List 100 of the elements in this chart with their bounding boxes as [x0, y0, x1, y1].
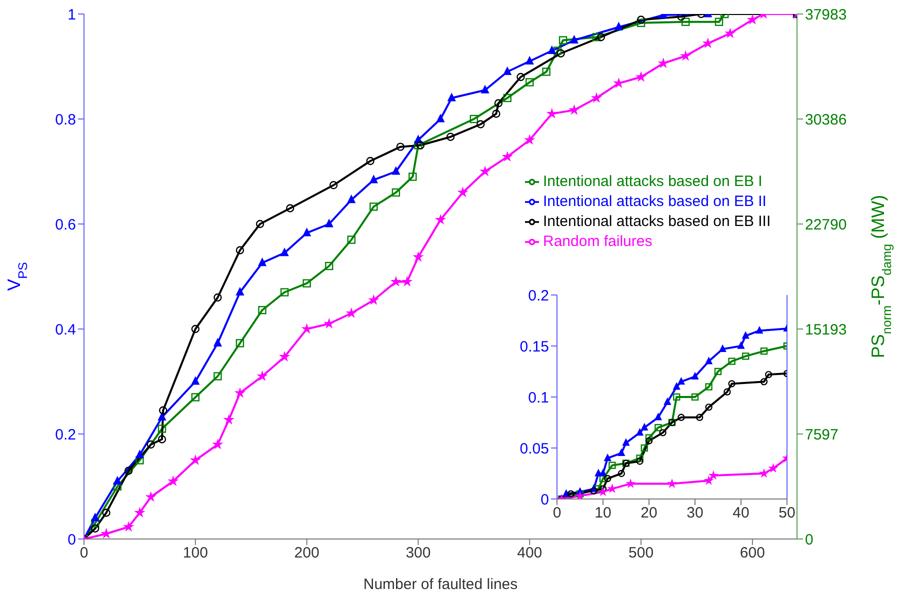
point [158, 424, 166, 433]
point [696, 414, 704, 421]
point [102, 508, 110, 517]
point [692, 372, 698, 380]
point [286, 204, 294, 212]
point [476, 120, 485, 128]
point [414, 252, 423, 261]
point [553, 46, 562, 55]
point [567, 490, 574, 498]
point [664, 398, 671, 405]
point [592, 33, 601, 42]
point [636, 454, 644, 462]
x-tick-label: 0 [552, 504, 562, 522]
point [742, 332, 750, 339]
point [659, 429, 666, 436]
point [636, 428, 644, 436]
point [709, 471, 718, 479]
point [614, 22, 623, 30]
point [436, 215, 445, 224]
y2-tick-label: 30386 [805, 111, 847, 128]
point [191, 324, 200, 334]
legend-label: Intentional attacks based on EB I [543, 173, 762, 190]
point [547, 109, 556, 118]
point [525, 135, 534, 144]
point [408, 172, 417, 181]
x-axis-title: Number of faulted lines [363, 576, 518, 593]
x-tick-label: 10 [594, 504, 612, 522]
point [654, 413, 662, 420]
point [392, 188, 400, 197]
point [302, 228, 311, 236]
point [325, 219, 334, 228]
point [136, 450, 144, 458]
point [302, 324, 312, 333]
point [596, 33, 606, 42]
point [748, 15, 757, 24]
point [458, 188, 468, 196]
y-tick-label: 0.1 [528, 389, 549, 406]
point [324, 319, 334, 328]
point [738, 342, 744, 349]
point [470, 114, 478, 124]
point [258, 306, 266, 314]
point [636, 72, 646, 81]
point [91, 524, 100, 533]
point [346, 308, 356, 318]
y-tick-label: 0 [68, 531, 76, 548]
point [136, 456, 144, 464]
point [146, 492, 156, 501]
x-tick-label: 400 [517, 544, 542, 562]
point [599, 475, 607, 482]
point [366, 156, 374, 166]
point [668, 480, 676, 488]
x-tick-label: 300 [406, 544, 431, 562]
point [705, 404, 712, 411]
x-tick-label: 30 [686, 504, 704, 522]
point [280, 248, 289, 256]
point [599, 488, 607, 496]
point [396, 142, 404, 151]
point [681, 18, 690, 26]
point [369, 295, 378, 304]
point [636, 458, 644, 465]
point [224, 415, 234, 424]
point [626, 480, 635, 488]
point [526, 78, 534, 86]
y2-tick-label: 22790 [805, 216, 847, 234]
point [91, 519, 100, 528]
point [494, 99, 503, 108]
point [600, 469, 606, 476]
point [256, 220, 264, 228]
point [760, 469, 768, 477]
point [526, 56, 534, 65]
point [640, 444, 648, 452]
x-tick-label: 40 [732, 504, 750, 522]
point [124, 522, 134, 531]
point [481, 85, 490, 94]
point [765, 370, 772, 378]
y-tick-label: 0.15 [520, 338, 549, 356]
y-tick-label: 0.8 [55, 111, 76, 128]
point [714, 18, 724, 26]
point [592, 93, 601, 102]
point [673, 393, 680, 401]
x-tick-label: 0 [80, 544, 88, 562]
point [719, 344, 726, 352]
point [258, 258, 266, 266]
point [302, 279, 311, 288]
point [677, 14, 686, 21]
x-tick-label: 200 [294, 544, 320, 562]
x-tick-label: 50 [778, 504, 796, 522]
point [102, 529, 111, 538]
point [636, 18, 646, 28]
point [645, 437, 653, 444]
point [756, 326, 763, 334]
point [235, 388, 244, 397]
point [236, 288, 244, 296]
point [492, 110, 500, 118]
point [678, 414, 685, 421]
point [640, 424, 648, 430]
x-tick-label: 20 [640, 504, 658, 522]
y2-tick-label: 15193 [805, 321, 847, 338]
point [370, 175, 378, 184]
point [391, 277, 400, 286]
